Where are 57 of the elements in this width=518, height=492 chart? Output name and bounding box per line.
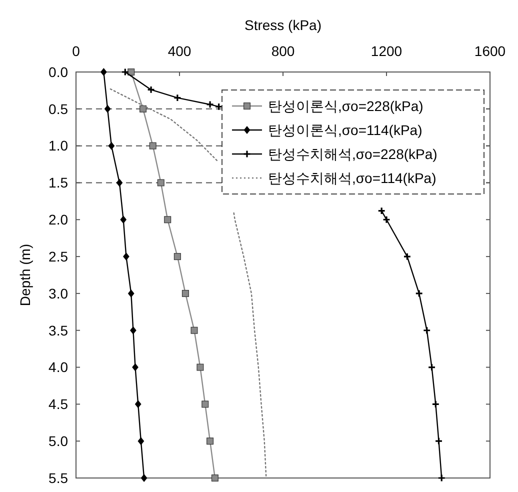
x-tick-label: 400: [168, 43, 192, 59]
point: [174, 253, 181, 260]
y-tick-label: 2.0: [48, 212, 68, 228]
point: [157, 179, 164, 186]
point: [182, 290, 189, 297]
point: [403, 252, 412, 261]
point: [382, 216, 390, 224]
point: [190, 326, 198, 334]
legend-label: 탄성이론식,σo=114(kPa): [268, 122, 422, 138]
x-tick-label: 1600: [474, 43, 506, 59]
point: [422, 326, 431, 334]
legend-label: 탄성수치해석,σo=114(kPa): [268, 170, 436, 186]
y-tick-label: 4.0: [48, 359, 68, 376]
y-axis-title: Depth (m): [17, 244, 33, 306]
y-tick-label: 5.0: [48, 432, 68, 449]
point: [134, 400, 142, 408]
legend-label: 탄성이론식,σo=228(kPa): [268, 98, 424, 114]
point: [173, 94, 182, 102]
y-tick-label: 1.5: [48, 174, 68, 191]
point: [147, 86, 156, 94]
legend-label: 탄성수치해석,σo=228(kPa): [268, 146, 438, 162]
x-tick-label: 0: [72, 43, 80, 59]
point: [104, 104, 111, 113]
point: [128, 289, 134, 298]
point: [428, 363, 436, 372]
point: [206, 100, 214, 108]
y-tick-label: 2.5: [48, 248, 68, 264]
y-tick-label: 0.5: [48, 100, 68, 117]
point: [122, 252, 130, 261]
point: [140, 105, 147, 112]
x-tick-label: 1200: [370, 43, 402, 59]
x-axis-title: Stress (kPa): [244, 17, 322, 33]
y-tick-label: 1.0: [48, 138, 68, 154]
point: [378, 206, 386, 215]
point: [211, 474, 218, 482]
y-tick-label: 4.5: [48, 396, 68, 412]
point: [196, 364, 204, 371]
point: [164, 216, 172, 224]
point: [434, 437, 443, 446]
point: [132, 363, 138, 372]
point: [202, 400, 209, 408]
y-tick-label: 5.5: [48, 470, 68, 486]
point: [415, 289, 424, 298]
point: [149, 142, 156, 150]
y-tick-label: 3.5: [48, 322, 68, 338]
point: [116, 178, 123, 187]
point: [120, 216, 127, 224]
point: [432, 400, 440, 408]
point: [140, 474, 148, 482]
y-tick-label: 0.0: [48, 64, 68, 80]
x-tick-label: 800: [271, 43, 295, 59]
point: [138, 437, 144, 446]
point: [108, 142, 115, 150]
point: [206, 438, 214, 445]
point: [130, 326, 136, 334]
y-tick-label: 3.0: [48, 285, 68, 302]
point: [100, 68, 107, 76]
